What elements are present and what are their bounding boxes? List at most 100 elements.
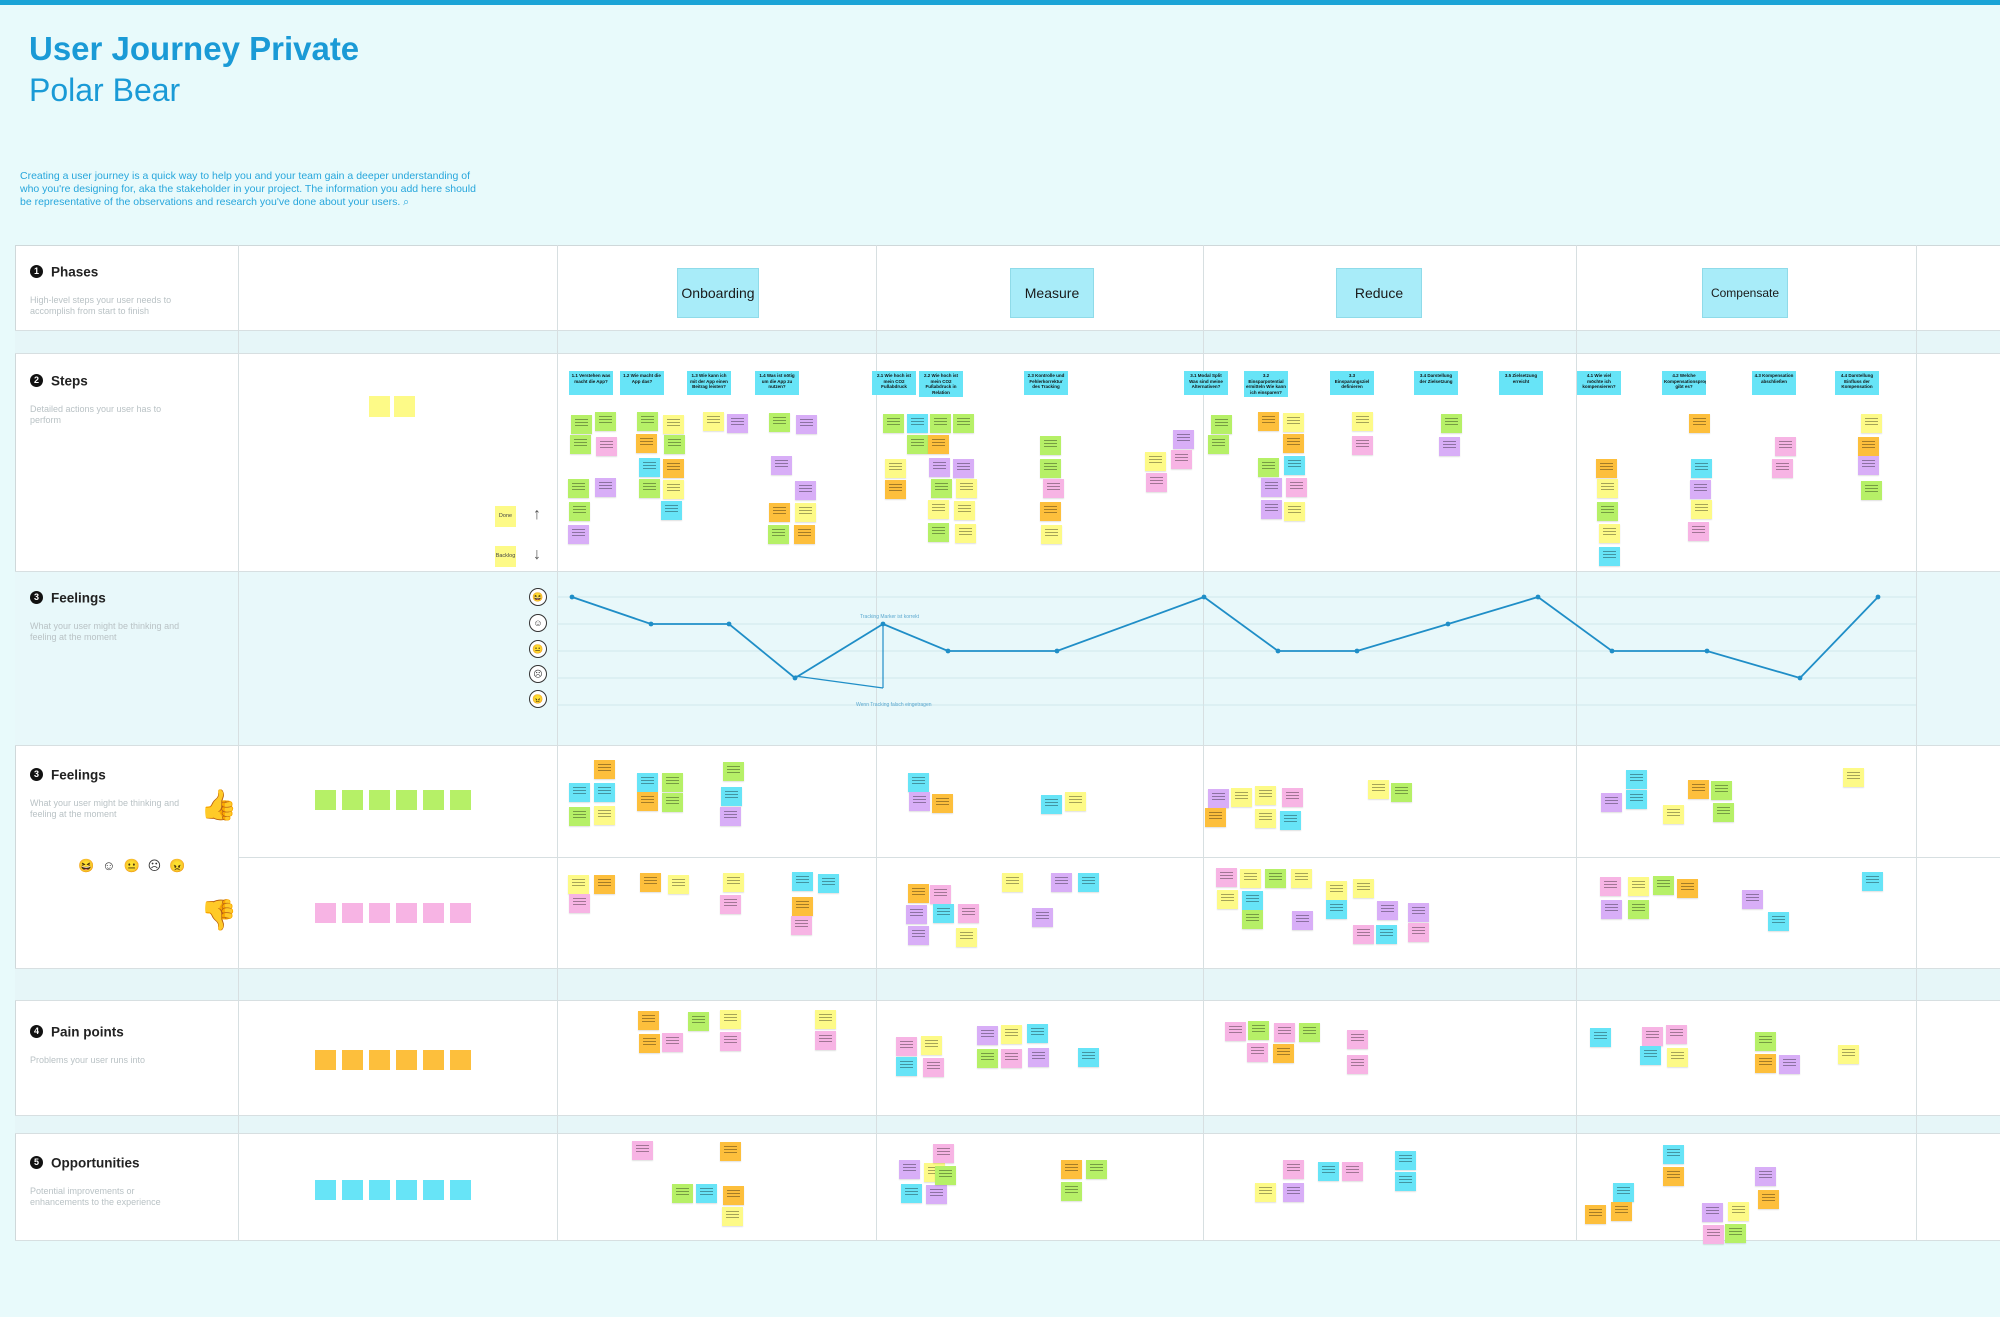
sticky-note[interactable] <box>594 806 615 825</box>
sticky-note[interactable] <box>1282 788 1303 807</box>
sticky-note[interactable] <box>568 479 589 498</box>
sticky-note[interactable] <box>1078 1048 1099 1067</box>
sticky-note[interactable] <box>1326 881 1347 900</box>
legend-swatch[interactable] <box>450 1180 471 1200</box>
sticky-note[interactable] <box>1043 479 1064 498</box>
sticky-note[interactable] <box>792 872 813 891</box>
sticky-note[interactable] <box>958 904 979 923</box>
sticky-note[interactable] <box>1613 1183 1634 1202</box>
sticky-note[interactable] <box>769 503 790 522</box>
sticky-note[interactable] <box>1291 869 1312 888</box>
step-header-card[interactable]: 4.2 Welche Kompensationsprogramme gibt e… <box>1662 371 1706 395</box>
sticky-note[interactable] <box>727 414 748 433</box>
sticky-note[interactable] <box>883 414 904 433</box>
sticky-note[interactable] <box>1347 1030 1368 1049</box>
sticky-note[interactable] <box>1041 525 1062 544</box>
sticky-note[interactable] <box>1858 456 1879 475</box>
sticky-note[interactable] <box>1353 925 1374 944</box>
step-header-card[interactable]: 1.4 Was ist nötig um die App zu nutzen? <box>755 371 799 395</box>
sticky-note[interactable] <box>928 500 949 519</box>
sticky-note[interactable] <box>661 501 682 520</box>
sticky-note[interactable] <box>636 434 657 453</box>
legend-swatch[interactable] <box>369 1050 390 1070</box>
sticky-note[interactable] <box>1342 1162 1363 1181</box>
feelings-point[interactable] <box>1354 648 1360 654</box>
sticky-note[interactable] <box>596 437 617 456</box>
sticky-note[interactable] <box>1051 873 1072 892</box>
sticky-note[interactable] <box>1041 795 1062 814</box>
sticky-note[interactable] <box>933 1144 954 1163</box>
phase-onboarding[interactable]: Onboarding <box>677 268 759 318</box>
sticky-note[interactable] <box>899 1160 920 1179</box>
sticky-note[interactable] <box>1597 502 1618 521</box>
sticky-note[interactable] <box>1352 412 1373 431</box>
sticky-note[interactable] <box>1208 789 1229 808</box>
sticky-note[interactable] <box>1284 502 1305 521</box>
sticky-note[interactable] <box>640 873 661 892</box>
legend-swatch[interactable] <box>342 1050 363 1070</box>
sticky-note[interactable] <box>1626 770 1647 789</box>
sticky-note[interactable] <box>1690 480 1711 499</box>
legend-swatch[interactable] <box>450 903 471 923</box>
step-header-card[interactable]: 3.4 Darstellung der Zielsetzung <box>1414 371 1458 395</box>
sticky-note[interactable] <box>1274 1023 1295 1042</box>
feelings-point[interactable] <box>569 594 575 600</box>
sticky-note[interactable] <box>637 412 658 431</box>
sticky-note[interactable] <box>1208 435 1229 454</box>
sticky-note[interactable] <box>639 1034 660 1053</box>
sticky-note[interactable] <box>1258 458 1279 477</box>
sticky-note[interactable] <box>1691 459 1712 478</box>
step-header-card[interactable]: 3.1 Modal Split Was sind meine Alternati… <box>1184 371 1228 395</box>
sticky-note[interactable] <box>1775 437 1796 456</box>
sticky-note[interactable] <box>769 413 790 432</box>
legend-swatch[interactable] <box>423 790 444 810</box>
sticky-note[interactable] <box>1040 459 1061 478</box>
sticky-note[interactable] <box>1216 868 1237 887</box>
phase-reduce[interactable]: Reduce <box>1336 268 1422 318</box>
sticky-note[interactable] <box>896 1037 917 1056</box>
step-header-card[interactable]: 1.3 Wie kann ich mit der App einen Beitr… <box>687 371 731 395</box>
sticky-note[interactable] <box>1601 900 1622 919</box>
sticky-note[interactable] <box>1255 786 1276 805</box>
sticky-note[interactable] <box>885 459 906 478</box>
sticky-note[interactable] <box>954 501 975 520</box>
sticky-note[interactable] <box>1408 903 1429 922</box>
sticky-note[interactable] <box>1599 547 1620 566</box>
sticky-note[interactable] <box>568 875 589 894</box>
sticky-note[interactable] <box>933 904 954 923</box>
sticky-note[interactable] <box>1028 1048 1049 1067</box>
sticky-note[interactable] <box>723 762 744 781</box>
sticky-note[interactable] <box>722 1207 743 1226</box>
sticky-note[interactable] <box>723 873 744 892</box>
sticky-note[interactable] <box>1171 450 1192 469</box>
sticky-note[interactable] <box>1858 437 1879 456</box>
legend-swatch[interactable] <box>396 903 417 923</box>
sticky-note[interactable] <box>1002 873 1023 892</box>
sticky-note[interactable] <box>1688 522 1709 541</box>
sticky-note[interactable] <box>1838 1045 1859 1064</box>
sticky-note[interactable] <box>1001 1049 1022 1068</box>
backlog-sticky[interactable]: Backlog <box>495 546 516 567</box>
sticky-note[interactable] <box>568 525 589 544</box>
feelings-point[interactable] <box>726 621 732 627</box>
sticky-note[interactable] <box>569 783 590 802</box>
sticky-note[interactable] <box>928 435 949 454</box>
sticky-note[interactable] <box>921 1036 942 1055</box>
sticky-note[interactable] <box>956 479 977 498</box>
sticky-note[interactable] <box>1772 459 1793 478</box>
feelings-point[interactable] <box>1704 648 1710 654</box>
legend-swatch[interactable] <box>315 1180 336 1200</box>
sticky-note[interactable] <box>1711 781 1732 800</box>
sticky-note[interactable] <box>1211 415 1232 434</box>
sticky-note[interactable] <box>923 1058 944 1077</box>
sticky-note[interactable] <box>1843 768 1864 787</box>
legend-swatch[interactable] <box>423 903 444 923</box>
sticky-note[interactable] <box>1231 788 1252 807</box>
legend-swatch[interactable] <box>396 790 417 810</box>
sticky-note[interactable] <box>1391 783 1412 802</box>
sticky-note[interactable] <box>1862 872 1883 891</box>
sticky-note[interactable] <box>1691 500 1712 519</box>
sticky-note[interactable] <box>570 435 591 454</box>
sticky-note[interactable] <box>908 773 929 792</box>
sticky-note[interactable] <box>1027 1024 1048 1043</box>
